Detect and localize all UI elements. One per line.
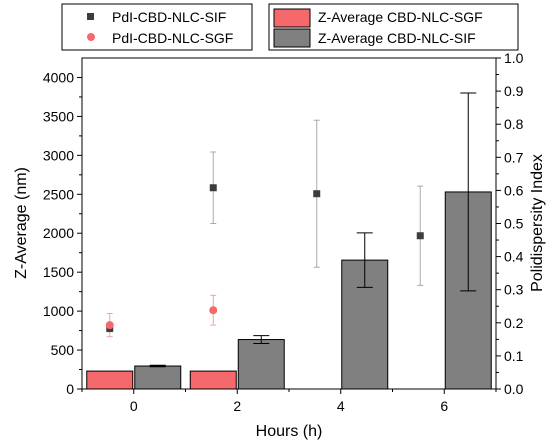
y-tick-label-2: 1000: [43, 303, 74, 319]
legend-label-z-sif: Z-Average CBD-NLC-SIF: [318, 30, 476, 46]
legend-swatch-sgf: [273, 8, 311, 28]
y-tick-label-5: 2500: [43, 186, 74, 202]
legend-left-box: [61, 3, 253, 51]
axes-layer: 0 500 1000 1500 2000 2500 3000 3500 4000 0.0 0.1 0.…: [43, 50, 524, 414]
x-axis-title: Hours (h): [256, 423, 323, 440]
y2-tick-label-8: 0.8: [504, 116, 524, 132]
points-layer: [105, 184, 424, 332]
y2-tick-label-9: 0.9: [504, 83, 524, 99]
y2-tick-label-1: 0.1: [504, 348, 524, 364]
point-circle-1: [209, 306, 218, 315]
legend-swatch-sif: [273, 28, 311, 48]
y2-tick-label-3: 0.3: [504, 282, 524, 298]
legend-right: Z-Average CBD-NLC-SGF Z-Average CBD-NLC-…: [268, 3, 519, 51]
y-tick-label-4: 2000: [43, 225, 74, 241]
legend-label-pdi-sif: PdI-CBD-NLC-SIF: [112, 9, 226, 25]
legend-circle-marker: [87, 33, 95, 41]
y-axis-title: Z-Average (nm): [13, 167, 30, 279]
y2-tick-label-7: 0.7: [504, 149, 524, 165]
y2-tick-label-6: 0.6: [504, 182, 524, 198]
y-tick-label-6: 3000: [43, 147, 74, 163]
plot-frame: [81, 57, 497, 390]
y-tick-label-0: 0: [66, 381, 74, 397]
y-tick-label-1: 500: [51, 342, 75, 358]
error-bars-layer: [106, 92, 477, 368]
bar-1-1: [237, 339, 285, 390]
legend-left: PdI-CBD-NLC-SIF PdI-CBD-NLC-SGF: [61, 3, 253, 51]
y2-axis-title: Polidispersity Index: [529, 154, 546, 292]
x-tick-label-0: 0: [130, 398, 138, 414]
y2-tick-label-0: 0.0: [504, 381, 524, 397]
x-tick-label-2: 4: [337, 398, 345, 414]
x-tick-label-3: 6: [440, 398, 448, 414]
bar-0-0: [86, 370, 134, 390]
point-square-3: [416, 232, 424, 240]
y-tick-label-3: 1500: [43, 264, 74, 280]
y2-tick-label-5: 0.5: [504, 216, 524, 232]
y-tick-label-7: 3500: [43, 108, 74, 124]
y2-tick-label-2: 0.2: [504, 315, 524, 331]
bar-1-0: [134, 365, 182, 390]
point-square-1: [209, 184, 217, 192]
x-tick-label-1: 2: [233, 398, 241, 414]
bar-0-1: [189, 370, 237, 390]
legend-square-marker: [87, 13, 94, 20]
point-circle-0: [105, 321, 114, 330]
bars-layer: [86, 191, 492, 390]
point-square-2: [313, 190, 321, 198]
y2-tick-label-10: 1.0: [504, 50, 524, 66]
legend-label-pdi-sgf: PdI-CBD-NLC-SGF: [112, 30, 233, 46]
legend-label-z-sgf: Z-Average CBD-NLC-SGF: [318, 9, 483, 25]
y-tick-label-8: 4000: [43, 69, 74, 85]
y2-tick-label-4: 0.4: [504, 249, 524, 265]
